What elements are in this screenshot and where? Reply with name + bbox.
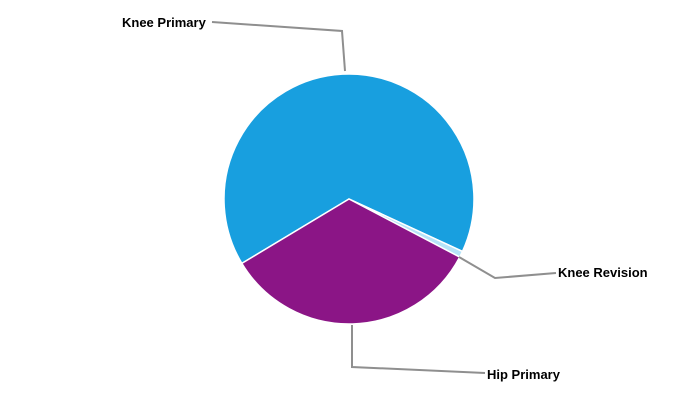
knee-primary-connector-line	[211, 21, 346, 72]
pie-slice-knee-primary[interactable]	[223, 73, 475, 265]
pie-slice-hip-primary[interactable]	[241, 198, 461, 325]
slice-label-hip-primary: Hip Primary	[487, 367, 560, 382]
slice-label-knee-primary: Knee Primary	[122, 15, 206, 30]
pie-slices	[223, 73, 475, 325]
knee-revision-connector-line	[458, 256, 557, 280]
hip-primary-connector-line	[351, 325, 486, 374]
slice-label-knee-revision: Knee Revision	[558, 265, 648, 280]
